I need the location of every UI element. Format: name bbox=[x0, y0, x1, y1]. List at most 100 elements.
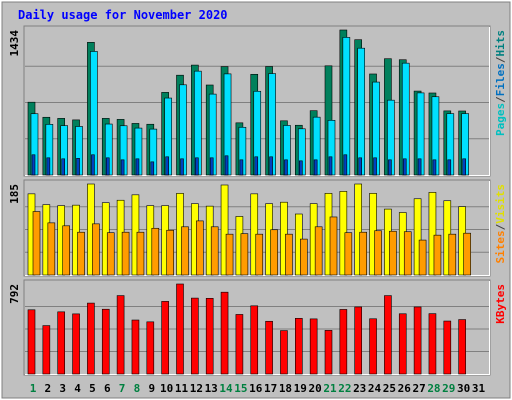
series-sites bbox=[32, 211, 471, 276]
bar-sites-day-9 bbox=[151, 227, 160, 276]
y-max-label: 792 bbox=[8, 284, 21, 304]
y-max-label: 185 bbox=[8, 184, 21, 204]
bar-kbytes-day-4 bbox=[72, 313, 80, 375]
x-tick-label: 1 bbox=[30, 382, 37, 395]
x-tick-label: 21 bbox=[323, 382, 337, 395]
x-axis-day-labels: 1 2 3 4 5 6 7 8 9 10 11 12 13 14 15 16 17 18 19 20 21 22 23 24 2… bbox=[30, 382, 486, 395]
bar-kbytes-day-15 bbox=[235, 314, 244, 375]
bar-visits-day-14 bbox=[220, 184, 229, 276]
bar-pages-day-14 bbox=[224, 155, 229, 176]
bar-kbytes-day-2 bbox=[42, 325, 51, 375]
bar-kbytes-day-23 bbox=[354, 306, 363, 375]
x-tick-label: 30 bbox=[457, 382, 470, 395]
legend-entry: / bbox=[494, 223, 507, 230]
bar-sites-day-23 bbox=[359, 231, 368, 276]
chart-title: Daily usage for November 2020 bbox=[18, 8, 228, 22]
bar-pages-day-18 bbox=[284, 159, 288, 176]
bar-sites-day-17 bbox=[270, 229, 278, 276]
bar-pages-day-26 bbox=[402, 158, 407, 176]
x-tick-label: 8 bbox=[134, 382, 141, 395]
legend-entry: / bbox=[494, 96, 507, 103]
legend-entry: KBytes bbox=[494, 284, 507, 324]
x-tick-label: 28 bbox=[427, 382, 440, 395]
bar-kbytes-day-24 bbox=[369, 318, 377, 375]
bar-files-day-23 bbox=[357, 47, 366, 176]
bar-pages-day-2 bbox=[46, 157, 51, 176]
bar-pages-day-23 bbox=[358, 157, 363, 176]
bar-pages-day-30 bbox=[462, 158, 466, 176]
bar-sites-day-21 bbox=[329, 216, 338, 276]
bar-pages-day-9 bbox=[150, 161, 155, 176]
bar-sites-day-20 bbox=[314, 226, 323, 276]
bar-sites-day-26 bbox=[403, 231, 412, 276]
bar-pages-day-12 bbox=[195, 157, 199, 176]
panel-legend: KBytes bbox=[494, 284, 507, 324]
bar-files-day-22 bbox=[342, 37, 351, 176]
x-tick-label: 9 bbox=[148, 382, 155, 395]
bar-sites-day-25 bbox=[389, 230, 397, 276]
panel-legend: Pages/Files/Hits bbox=[494, 30, 507, 136]
bar-kbytes-day-22 bbox=[339, 309, 348, 375]
x-tick-label: 29 bbox=[442, 382, 455, 395]
bar-kbytes-day-19 bbox=[294, 318, 303, 375]
bar-pages-day-3 bbox=[61, 158, 66, 176]
x-tick-label: 13 bbox=[205, 382, 218, 395]
bar-sites-day-28 bbox=[433, 234, 442, 276]
bar-pages-day-6 bbox=[105, 157, 110, 176]
x-tick-label: 24 bbox=[368, 382, 382, 395]
bar-sites-day-8 bbox=[136, 231, 145, 276]
bar-visits-day-28 bbox=[428, 192, 437, 276]
bar-pages-day-13 bbox=[209, 157, 214, 176]
bar-sites-day-4 bbox=[77, 231, 85, 276]
x-tick-label: 7 bbox=[119, 382, 126, 395]
bar-kbytes-day-11 bbox=[176, 283, 184, 375]
bar-pages-day-7 bbox=[120, 159, 125, 176]
bar-kbytes-day-29 bbox=[443, 320, 452, 375]
x-tick-label: 12 bbox=[190, 382, 203, 395]
bar-kbytes-day-8 bbox=[131, 319, 140, 375]
x-tick-label: 31 bbox=[472, 382, 486, 395]
bar-kbytes-day-5 bbox=[87, 302, 95, 375]
bar-pages-day-17 bbox=[269, 156, 273, 176]
bar-sites-day-1 bbox=[32, 211, 41, 276]
bar-kbytes-day-10 bbox=[161, 301, 169, 375]
bar-sites-day-27 bbox=[418, 239, 427, 276]
y-max-label: 1434 bbox=[8, 30, 21, 57]
panel-visits_sites: 185 Sites/Visits bbox=[8, 179, 507, 277]
bar-sites-day-30 bbox=[463, 232, 471, 276]
x-tick-label: 3 bbox=[59, 382, 66, 395]
bar-kbytes-day-17 bbox=[265, 320, 273, 375]
legend-entry: Sites bbox=[494, 230, 507, 263]
bar-pages-day-11 bbox=[180, 158, 184, 176]
x-tick-label: 22 bbox=[338, 382, 351, 395]
x-tick-label: 2 bbox=[45, 382, 52, 395]
series-kbytes bbox=[27, 283, 466, 375]
legend-entry: Hits bbox=[494, 30, 507, 57]
bar-pages-day-16 bbox=[254, 156, 259, 176]
bar-kbytes-day-26 bbox=[398, 313, 407, 375]
bar-pages-day-19 bbox=[298, 160, 303, 176]
x-tick-label: 5 bbox=[89, 382, 96, 395]
x-tick-label: 4 bbox=[74, 382, 81, 395]
x-tick-label: 23 bbox=[353, 382, 366, 395]
bar-visits-day-27 bbox=[413, 198, 422, 276]
bar-pages-day-4 bbox=[76, 158, 80, 176]
bar-kbytes-day-21 bbox=[324, 330, 333, 375]
bar-kbytes-day-30 bbox=[458, 319, 466, 375]
bar-sites-day-11 bbox=[181, 226, 189, 276]
x-tick-label: 16 bbox=[249, 382, 263, 395]
bar-files-day-26 bbox=[401, 62, 410, 176]
bar-pages-day-1 bbox=[31, 154, 36, 176]
bar-sites-day-18 bbox=[285, 233, 293, 276]
bar-visits-day-23 bbox=[354, 183, 363, 276]
x-tick-label: 18 bbox=[279, 382, 292, 395]
x-tick-label: 27 bbox=[412, 382, 425, 395]
bar-pages-day-22 bbox=[343, 154, 348, 176]
bar-sites-day-19 bbox=[299, 238, 308, 276]
bar-kbytes-day-18 bbox=[280, 330, 288, 375]
legend-entry: / bbox=[494, 56, 507, 63]
x-tick-label: 25 bbox=[383, 382, 396, 395]
